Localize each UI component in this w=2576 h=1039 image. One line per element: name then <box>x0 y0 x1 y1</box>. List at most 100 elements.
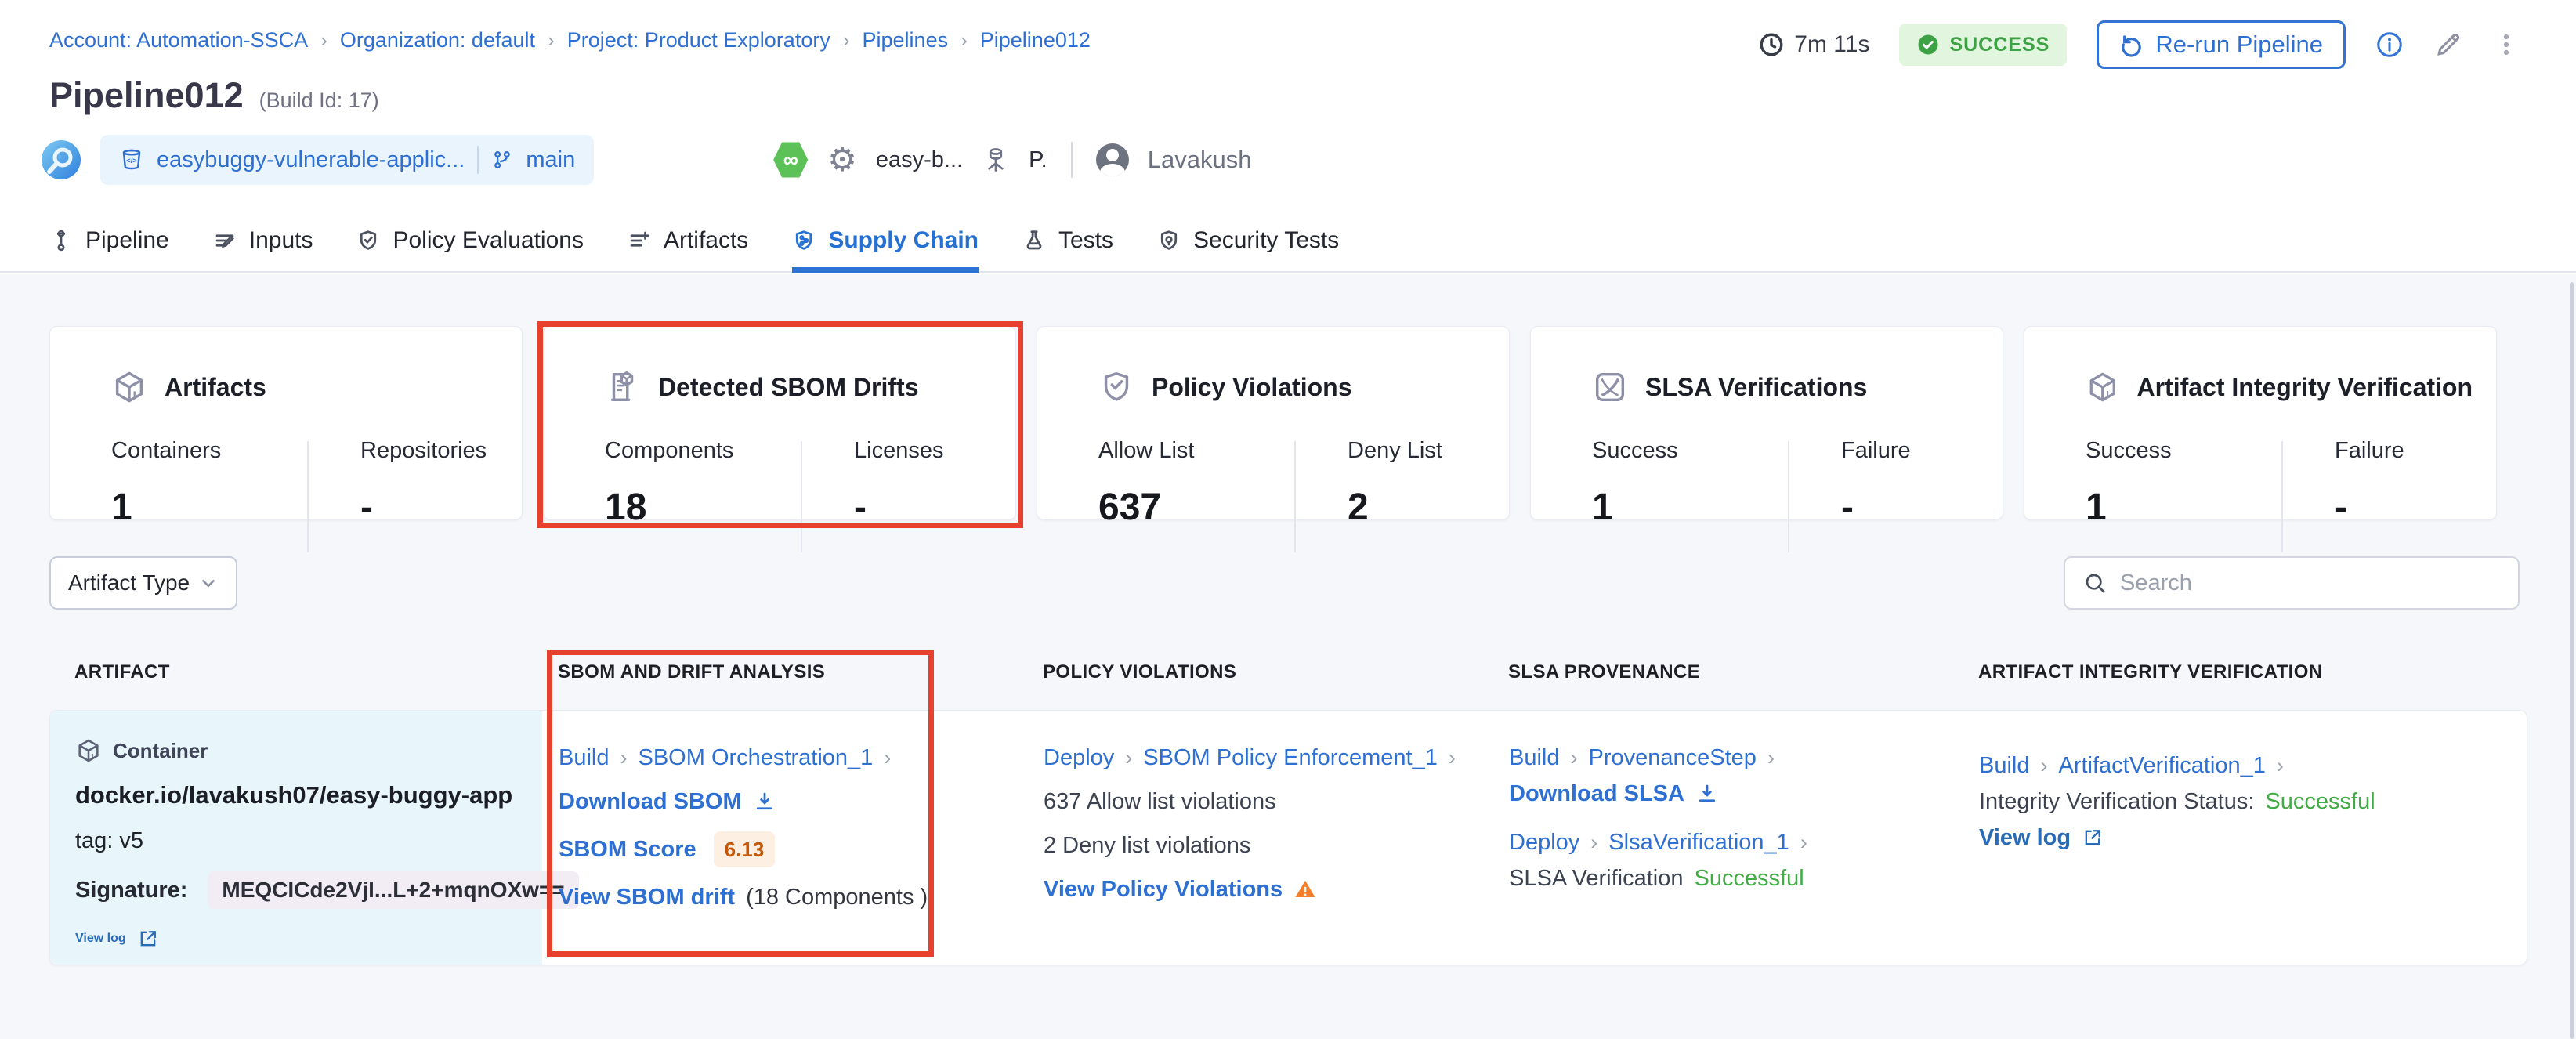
vertical-scrollbar[interactable] <box>2570 282 2574 1039</box>
branch-name[interactable]: main <box>526 147 576 172</box>
card-title: Detected SBOM Drifts <box>658 372 919 401</box>
metric-value: 1 <box>2086 487 2107 528</box>
integrity-status-value: Successful <box>2265 789 2375 814</box>
execution-info-button[interactable] <box>2375 31 2404 59</box>
kebab-menu-icon <box>2503 34 2509 56</box>
metric-label: Failure <box>2335 438 2404 463</box>
deny-list-violations: 2 Deny list violations <box>1044 833 1251 858</box>
metric-label: Deny List <box>1348 438 1442 463</box>
metric-label: Components <box>605 438 734 463</box>
chevron-right-icon: › <box>842 28 850 52</box>
breadcrumb-organization[interactable]: Organization: default <box>339 28 536 52</box>
pencil-icon <box>2437 33 2460 56</box>
slsa-verification-status: Successful <box>1694 866 1804 891</box>
breadcrumb-account[interactable]: Account: Automation-SSCA <box>49 28 309 52</box>
col-header-policy-violations: POLICY VIOLATIONS <box>1043 661 1237 682</box>
build-id-label: (Build Id: 17) <box>259 89 379 112</box>
pipeline-icon <box>57 230 65 252</box>
col-header-artifact-integrity: ARTIFACT INTEGRITY VERIFICATION <box>1978 661 2323 682</box>
view-log-link[interactable]: View log <box>75 932 126 945</box>
integrity-status-label: Integrity Verification Status: <box>1979 789 2255 814</box>
chevron-right-icon: › <box>2040 754 2048 777</box>
stage-link[interactable]: Deploy <box>1509 830 1580 855</box>
metric-label: Success <box>1592 438 1678 463</box>
chevron-right-icon: › <box>1590 831 1598 854</box>
tab-label: Tests <box>1058 227 1114 253</box>
tab-pipeline[interactable]: Pipeline <box>49 210 169 271</box>
card-slsa-verifications: SLSA Verifications Success 1 Failure - <box>1530 326 2003 552</box>
tab-artifacts[interactable]: Artifacts <box>628 210 748 271</box>
breadcrumb-pipeline012[interactable]: Pipeline012 <box>979 28 1091 52</box>
breadcrumb-project[interactable]: Project: Product Exploratory <box>566 28 830 52</box>
metric-label: Licenses <box>854 438 944 463</box>
warning-icon <box>1295 880 1315 897</box>
card-title: Artifact Integrity Verification <box>2136 372 2473 401</box>
shield-lock-icon <box>1160 230 1178 250</box>
infra-label[interactable]: P. <box>1029 147 1047 172</box>
rerun-pipeline-label: Re-run Pipeline <box>2155 31 2323 58</box>
stage-link[interactable]: Build <box>559 745 610 770</box>
view-sbom-drift-link[interactable]: View SBOM drift <box>559 885 736 910</box>
step-link[interactable]: SlsaVerification_1 <box>1608 830 1789 855</box>
metric-label: Repositories <box>360 438 487 463</box>
col-header-sbom-drift: SBOM AND DRIFT ANALYSIS <box>558 661 826 682</box>
metric-value: 2 <box>1348 487 1369 528</box>
artifact-type-dropdown[interactable]: Artifact Type <box>49 556 237 610</box>
download-slsa-link[interactable]: Download SLSA <box>1509 781 1684 806</box>
svg-text:</>: </> <box>126 157 137 165</box>
harness-trigger-icon: ∞ <box>773 142 809 178</box>
status-badge: SUCCESS <box>1899 24 2068 66</box>
repository-icon: </> <box>122 149 141 170</box>
download-icon <box>1699 784 1716 802</box>
breadcrumb: Account: Automation-SSCA › Organization:… <box>49 28 1091 52</box>
tab-inputs[interactable]: Inputs <box>213 210 313 271</box>
download-sbom-link[interactable]: Download SBOM <box>559 789 742 814</box>
page-title: Pipeline012 <box>49 75 244 115</box>
repo-branch-pill[interactable]: </> easybuggy-vulnerable-applic... main <box>100 135 595 185</box>
col-header-artifact: ARTIFACT <box>74 661 170 682</box>
step-link[interactable]: ProvenanceStep <box>1588 745 1757 770</box>
tab-supply-chain[interactable]: Supply Chain <box>792 210 979 273</box>
supply-chain-icon <box>796 230 812 250</box>
metric-value: 18 <box>605 487 647 528</box>
more-options-button[interactable] <box>2493 31 2520 58</box>
execution-tabbar: Pipeline Inputs Policy Evaluations Artif… <box>0 210 2576 273</box>
pipeline-meta-row: </> easybuggy-vulnerable-applic... main … <box>41 135 1251 185</box>
artifact-type-label: Container <box>113 738 208 762</box>
stage-link[interactable]: Build <box>1979 753 2030 778</box>
supply-chain-content: Artifacts Containers 1 Repositories - Dete… <box>0 274 2576 1039</box>
step-link[interactable]: ArtifactVerification_1 <box>2058 753 2266 778</box>
metric-value: - <box>1841 487 1854 528</box>
search-box <box>2064 556 2520 610</box>
card-artifact-integrity-verification: Artifact Integrity Verification Success 1… <box>2024 326 2497 552</box>
step-link[interactable]: SBOM Orchestration_1 <box>638 745 874 770</box>
tab-policy-evaluations[interactable]: Policy Evaluations <box>356 210 584 271</box>
tab-label: Policy Evaluations <box>393 227 584 253</box>
artifacts-list-icon <box>630 231 649 247</box>
search-input[interactable] <box>2120 570 2501 596</box>
title-row: Pipeline012 (Build Id: 17) <box>49 75 379 116</box>
stage-link[interactable]: Build <box>1509 745 1560 770</box>
metric-divider <box>801 441 802 552</box>
view-log-link[interactable]: View log <box>1979 825 2071 850</box>
artifact-cell: Container docker.io/lavakush07/easy-bugg… <box>50 711 579 965</box>
rerun-pipeline-button[interactable]: Re-run Pipeline <box>2097 20 2346 69</box>
stage-link[interactable]: Deploy <box>1044 745 1115 770</box>
card-title: Artifacts <box>165 372 266 401</box>
repo-name[interactable]: easybuggy-vulnerable-applic... <box>157 147 465 172</box>
sbom-score-badge: 6.13 <box>713 831 776 867</box>
metric-label: Containers <box>111 438 222 463</box>
tab-security-tests[interactable]: Security Tests <box>1157 210 1339 271</box>
search-icon <box>2086 574 2105 593</box>
step-link[interactable]: SBOM Policy Enforcement_1 <box>1143 745 1438 770</box>
tab-tests[interactable]: Tests <box>1022 210 1113 271</box>
trigger-name[interactable]: easy-b... <box>875 147 964 172</box>
view-policy-violations-link[interactable]: View Policy Violations <box>1044 877 1283 902</box>
infrastructure-icon <box>988 148 1004 172</box>
sbom-score-link[interactable]: SBOM Score <box>559 837 696 862</box>
col-header-slsa-provenance: SLSA PROVENANCE <box>1508 661 1701 682</box>
metric-divider <box>1788 441 1789 552</box>
breadcrumb-pipelines[interactable]: Pipelines <box>862 28 949 52</box>
edit-pipeline-button[interactable] <box>2433 30 2463 60</box>
allow-list-violations: 637 Allow list violations <box>1044 789 1276 814</box>
